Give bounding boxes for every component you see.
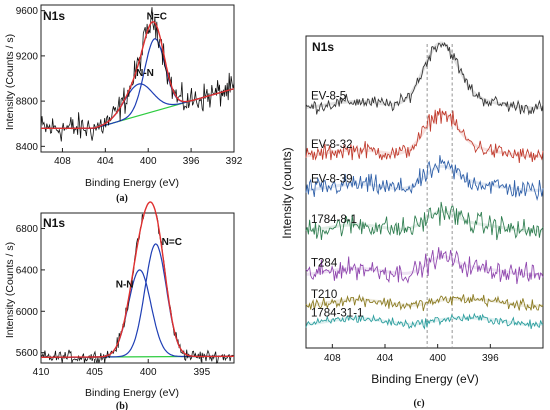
panel-c-series-line-ev-8-32	[305, 108, 544, 164]
panel-a-title: N1s	[43, 9, 65, 23]
panel-a-ylabel: Intensity (Counts / s)	[4, 34, 16, 130]
panel-c-series-label-1784-31-1: 1784-31-1	[311, 307, 363, 319]
panel-c-series-band-1784-8-1	[305, 209, 544, 233]
panel-c-series-label-t210: T210	[311, 289, 337, 301]
panel-a-caption: (a)	[116, 193, 128, 204]
panel-c-xtick-label: 396	[482, 353, 499, 364]
pa-xtick-label: 408	[54, 156, 71, 167]
panel-c-series-line-ev-8-5	[305, 41, 544, 116]
panel-c-title: N1s	[312, 40, 334, 54]
panel-c-series-label-1784-8-1: 1784-8-1	[311, 214, 357, 226]
panel-b-caption: (b)	[116, 401, 128, 410]
panel-c-xlabel: Binding Energy (eV)	[371, 372, 478, 386]
pb-xtick-label: 400	[140, 367, 157, 378]
pa-ytick-label: 9200	[16, 51, 39, 62]
pa-raw-data	[40, 7, 235, 142]
panel-a-xlabel: Binding Energy (eV)	[85, 177, 179, 189]
panel-c-series-line-t284	[305, 247, 544, 285]
panel-b-title: N1s	[43, 216, 65, 230]
pa-xtick-label: 396	[183, 156, 200, 167]
panel-b-xlabel: Binding Energy (eV)	[85, 387, 179, 399]
panel-a: Intensity (Counts / s) Binding Energy (e…	[4, 4, 243, 204]
panel-c-series-line-1784-8-1	[305, 201, 544, 241]
pa-xtick-label: 404	[97, 156, 114, 167]
panel-c-series-line-1784-31-1	[305, 312, 544, 330]
pb-ytick-label: 6800	[16, 224, 39, 235]
pa-ytick-label: 9600	[16, 6, 39, 17]
panel-c-xtick-label: 408	[324, 353, 341, 364]
panel-c-series-band-ev-8-5	[305, 41, 544, 110]
panel-b-annotation-nn: N-N	[116, 279, 134, 290]
panel-c: Intensity (counts) Binding Energy (eV) (…	[280, 35, 544, 409]
panel-b-ylabel: Intensity (Counts / s)	[4, 242, 16, 338]
pa-ytick-label: 8800	[16, 97, 39, 108]
panel-c-ylabel: Intensity (counts)	[280, 147, 294, 238]
pa-ytick-label: 8400	[16, 142, 39, 153]
panel-c-xtick-label: 400	[429, 353, 446, 364]
panel-c-series-label-ev-8-5: EV-8-5	[311, 91, 346, 103]
pb-xtick-label: 405	[86, 367, 103, 378]
pa-xtick-label: 400	[140, 156, 157, 167]
pb-ytick-label: 5600	[16, 348, 39, 359]
pa-xtick-label: 392	[226, 156, 243, 167]
panel-b: Intensity (Counts / s) Binding Energy (e…	[4, 201, 235, 410]
panel-c-series-line-t210	[305, 293, 544, 312]
panel-b-annotation-nc: N=C	[162, 237, 182, 248]
pb-xtick-label: 395	[193, 367, 210, 378]
panel-a-annotation-nn: N-N	[136, 68, 154, 79]
panel-c-xtick-label: 404	[377, 353, 394, 364]
pb-ytick-label: 6000	[16, 307, 39, 318]
panel-a-annotation-nc: N=C	[147, 12, 167, 23]
pa-frame	[40, 4, 235, 153]
panel-c-series-label-t284: T284	[311, 258, 338, 270]
panel-c-caption: (c)	[413, 398, 424, 409]
pb-ytick-label: 6400	[16, 265, 39, 276]
pb-fit-envelope	[41, 201, 234, 358]
panel-c-series-label-ev-8-39: EV-8-39	[311, 173, 353, 185]
pb-xtick-label: 410	[33, 367, 50, 378]
pa-fit-envelope	[41, 20, 235, 129]
panel-c-series-line-ev-8-39	[305, 155, 544, 202]
pb-frame	[40, 212, 235, 364]
panel-c-series-band-ev-8-39	[305, 164, 544, 192]
panel-c-series-label-ev-8-32: EV-8-32	[311, 139, 353, 151]
